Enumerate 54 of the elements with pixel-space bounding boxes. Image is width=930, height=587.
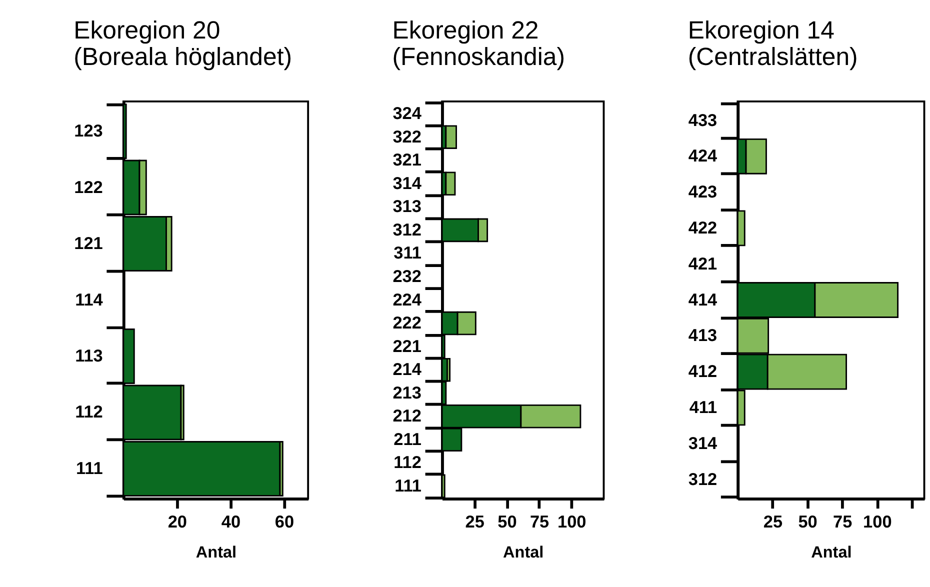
y-tick-label: 312 <box>688 468 718 489</box>
chart-title: Ekoregion 14 (Centralslätten) <box>688 16 858 72</box>
bar <box>445 172 456 196</box>
y-tick-label: 413 <box>688 325 718 346</box>
x-axis-title: Antal <box>196 543 237 562</box>
y-tick-label: 212 <box>392 406 422 426</box>
chart-title: Ekoregion 20 (Boreala höglandet) <box>74 16 292 72</box>
y-tick-label: 213 <box>392 382 422 402</box>
y-tick-label: 113 <box>75 346 103 366</box>
y-tick-label: 314 <box>392 172 422 193</box>
y-tick-label: 232 <box>392 266 422 286</box>
y-tick-label: 121 <box>74 233 104 254</box>
y-tick-label: 123 <box>74 120 103 141</box>
y-tick-label: 314 <box>688 432 718 453</box>
bar <box>445 125 457 149</box>
x-tick-label: 60 <box>274 512 294 532</box>
y-tick-label: 412 <box>688 361 718 382</box>
y-tick-label: 423 <box>688 182 718 202</box>
x-tick-label: 25 <box>465 512 485 532</box>
x-tick-label: 50 <box>798 512 818 532</box>
x-tick-label: 50 <box>498 512 517 532</box>
y-tick-label: 422 <box>688 217 718 238</box>
y-tick-label: 411 <box>689 396 718 417</box>
x-tick-label: 100 <box>558 512 586 532</box>
y-tick-label: 112 <box>394 452 422 472</box>
y-tick-label: 111 <box>394 475 422 496</box>
y-tick-label: 224 <box>392 289 422 310</box>
y-tick-label: 313 <box>392 196 422 216</box>
x-tick-label: 100 <box>863 512 892 532</box>
x-tick-label: 75 <box>530 512 550 532</box>
y-tick-label: 311 <box>394 242 422 263</box>
y-tick-label: 414 <box>688 289 718 310</box>
y-tick-label: 424 <box>688 146 718 166</box>
x-tick-label: 75 <box>833 512 853 532</box>
y-tick-label: 211 <box>394 428 422 449</box>
y-tick-label: 221 <box>392 336 422 356</box>
x-axis-title: Antal <box>811 543 852 562</box>
y-tick-label: 324 <box>392 103 422 124</box>
chart-title: Ekoregion 22 (Fennoskandia) <box>392 16 565 72</box>
y-tick-label: 322 <box>392 126 422 146</box>
y-tick-label: 321 <box>392 150 422 170</box>
y-tick-label: 112 <box>75 402 103 422</box>
y-tick-label: 122 <box>74 176 103 197</box>
y-tick-label: 214 <box>392 359 422 380</box>
x-tick-label: 25 <box>763 512 783 532</box>
x-tick-label: 40 <box>221 512 241 532</box>
y-tick-label: 312 <box>392 219 422 240</box>
y-tick-label: 111 <box>76 458 104 478</box>
y-tick-label: 222 <box>392 312 422 333</box>
y-tick-label: 421 <box>688 253 718 274</box>
y-tick-label: 433 <box>688 110 718 130</box>
y-tick-label: 114 <box>75 289 104 310</box>
x-tick-label: 20 <box>168 512 188 532</box>
x-axis-title: Antal <box>503 543 544 562</box>
